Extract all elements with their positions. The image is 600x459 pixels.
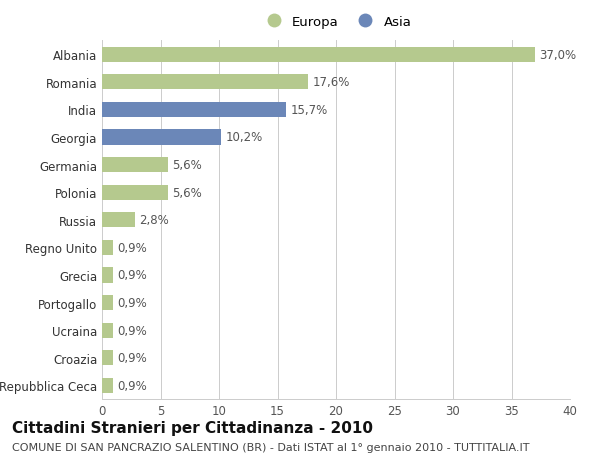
Bar bbox=[102, 47, 535, 62]
Text: 0,9%: 0,9% bbox=[117, 352, 147, 364]
Text: 5,6%: 5,6% bbox=[172, 186, 202, 199]
Bar bbox=[102, 185, 167, 200]
Text: 0,9%: 0,9% bbox=[117, 269, 147, 282]
Bar bbox=[102, 102, 286, 118]
Bar bbox=[102, 268, 113, 283]
Text: COMUNE DI SAN PANCRAZIO SALENTINO (BR) - Dati ISTAT al 1° gennaio 2010 - TUTTITA: COMUNE DI SAN PANCRAZIO SALENTINO (BR) -… bbox=[12, 442, 530, 452]
Text: 17,6%: 17,6% bbox=[313, 76, 350, 89]
Bar bbox=[102, 157, 167, 173]
Text: 2,8%: 2,8% bbox=[139, 214, 169, 227]
Bar bbox=[102, 241, 113, 255]
Bar bbox=[102, 213, 135, 228]
Bar bbox=[102, 378, 113, 393]
Bar bbox=[102, 323, 113, 338]
Text: 37,0%: 37,0% bbox=[539, 49, 577, 62]
Text: 0,9%: 0,9% bbox=[117, 324, 147, 337]
Text: 5,6%: 5,6% bbox=[172, 159, 202, 172]
Text: 0,9%: 0,9% bbox=[117, 241, 147, 254]
Text: 0,9%: 0,9% bbox=[117, 297, 147, 309]
Bar bbox=[102, 296, 113, 310]
Text: 10,2%: 10,2% bbox=[226, 131, 263, 144]
Text: 0,9%: 0,9% bbox=[117, 379, 147, 392]
Text: Cittadini Stranieri per Cittadinanza - 2010: Cittadini Stranieri per Cittadinanza - 2… bbox=[12, 420, 373, 435]
Legend: Europa, Asia: Europa, Asia bbox=[258, 13, 414, 31]
Bar bbox=[102, 130, 221, 145]
Text: 15,7%: 15,7% bbox=[290, 104, 328, 117]
Bar bbox=[102, 351, 113, 365]
Bar bbox=[102, 75, 308, 90]
